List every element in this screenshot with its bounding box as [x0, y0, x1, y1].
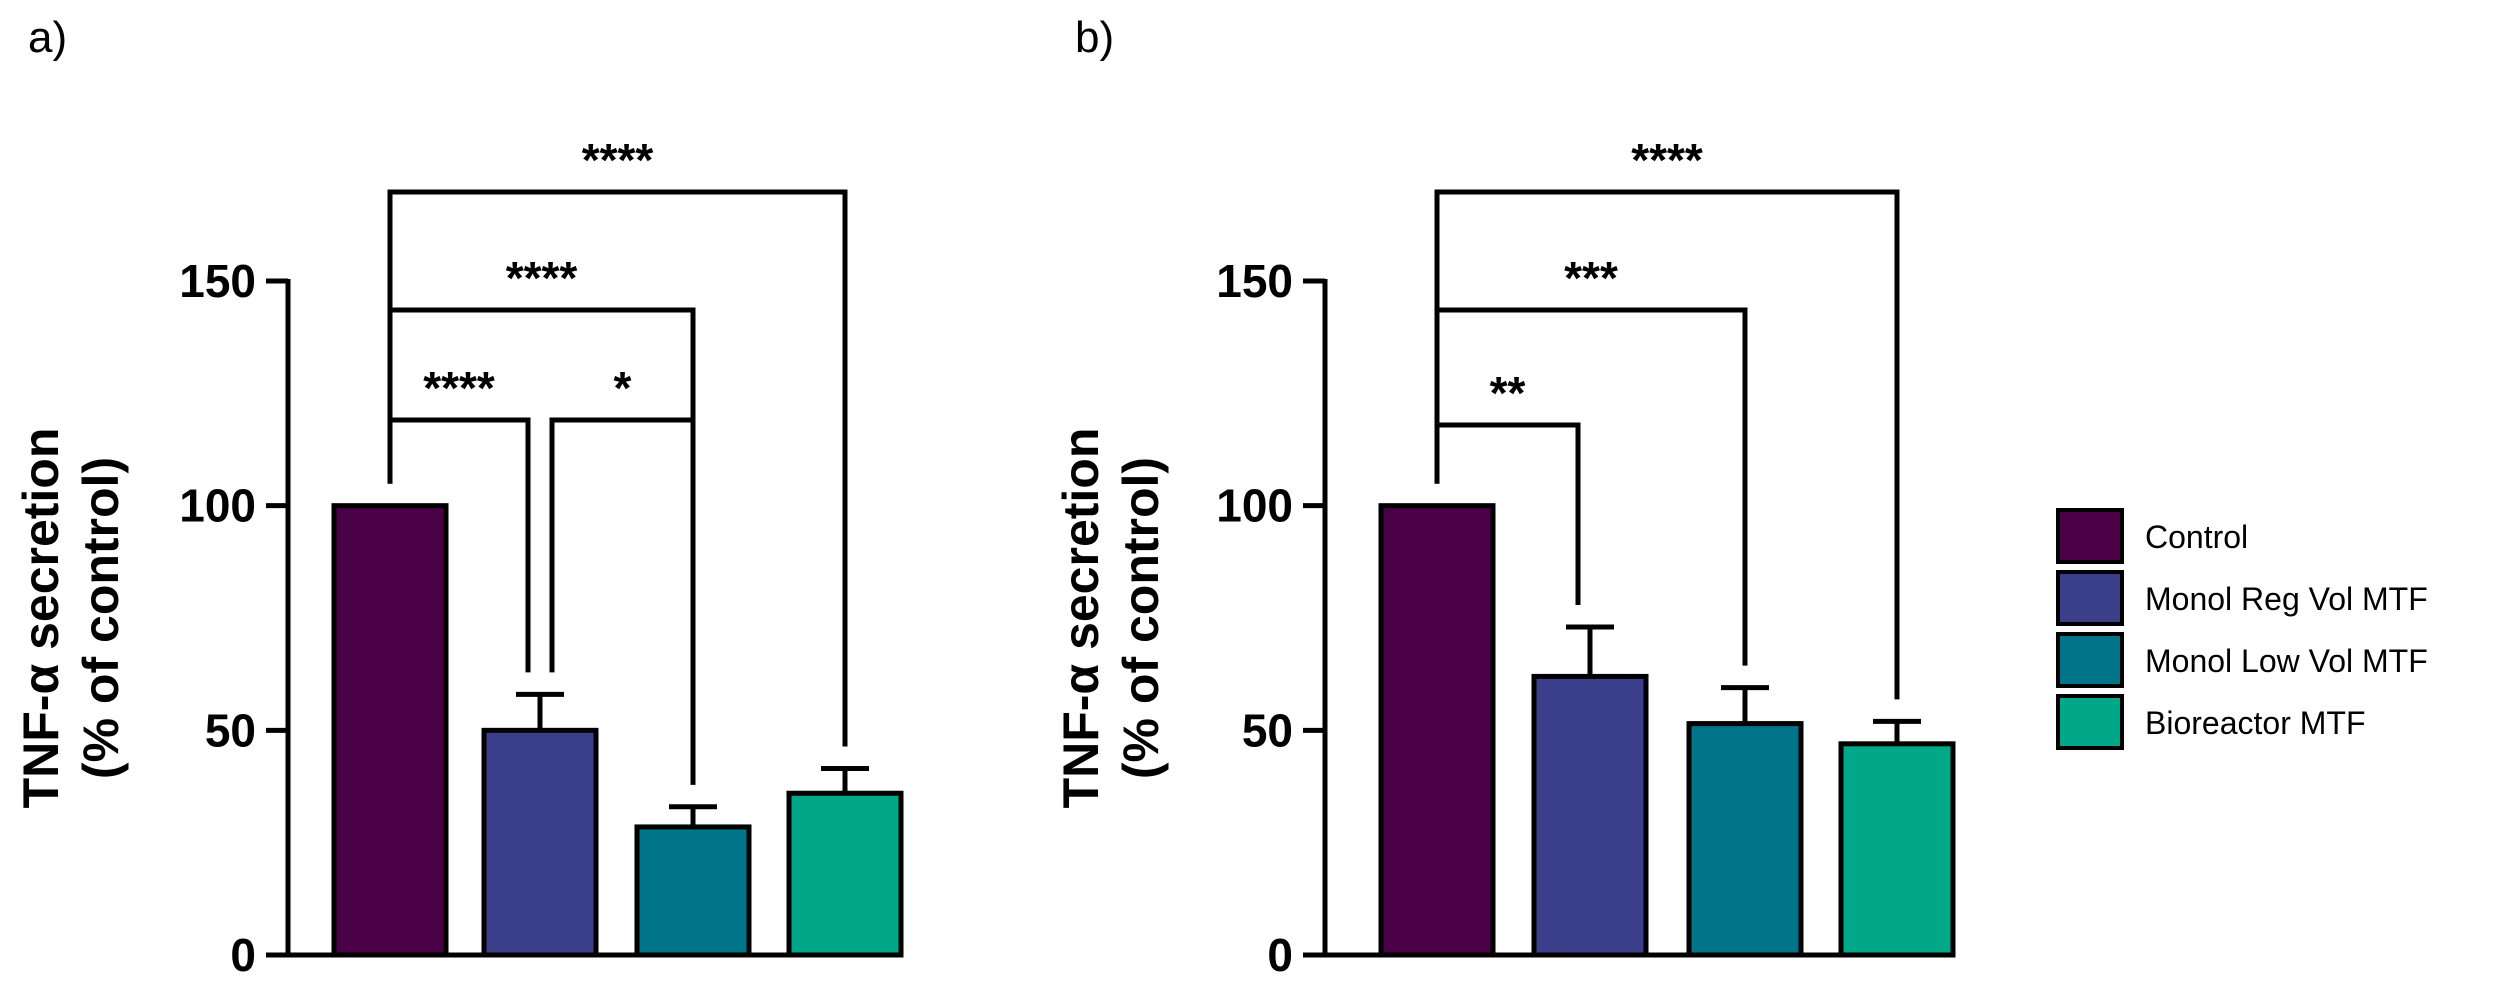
significance-label: **	[1490, 367, 1526, 419]
bar	[331, 503, 449, 958]
significance-label: ***	[1564, 252, 1618, 304]
y-tick-label: 0	[1267, 929, 1293, 981]
panel-b: b) TNF-α secretion (% of control) 0 50 100 150…	[1053, 13, 1956, 981]
y-tick-label: 0	[230, 929, 256, 981]
legend: Control Monol Reg Vol MTF Monol Low Vol MT…	[2056, 508, 2428, 750]
y-tick-label: 150	[1216, 255, 1293, 307]
legend-swatch	[2056, 694, 2124, 750]
significance-label: ****	[506, 252, 578, 304]
legend-label: Monol Reg Vol MTF	[2145, 581, 2428, 617]
panel-a: a) TNF-α secretion (% of control) 0 50 100 150…	[13, 13, 904, 981]
bar	[1378, 503, 1496, 958]
y-tick-label: 150	[179, 255, 256, 307]
legend-swatch	[2056, 632, 2124, 688]
y-axis-label-line1: TNF-α secretion	[1053, 428, 1109, 809]
y-tick-label: 100	[1216, 480, 1293, 532]
significance-label: ****	[1631, 134, 1703, 186]
legend-label: Control	[2145, 519, 2248, 555]
significance-label: *	[614, 362, 632, 414]
bar	[634, 824, 752, 958]
significance-bracket	[387, 189, 848, 747]
panel-label: b)	[1075, 13, 1114, 62]
legend-label: Monol Low Vol MTF	[2145, 643, 2428, 679]
y-tick-label: 100	[179, 480, 256, 532]
significance-label: ****	[423, 362, 495, 414]
y-axis-label-line2: (% of control)	[1113, 457, 1169, 779]
legend-swatch	[2056, 508, 2124, 564]
bar	[1838, 741, 1956, 958]
y-tick-label: 50	[205, 704, 256, 756]
significance-bracket	[1434, 189, 1900, 700]
y-axis-label-line2: (% of control)	[73, 457, 129, 779]
y-axis-label-line1: TNF-α secretion	[13, 428, 69, 809]
panel-label: a)	[28, 13, 67, 62]
legend-label: Bioreactor MTF	[2145, 705, 2365, 741]
significance-label: ****	[582, 134, 654, 186]
bar	[481, 727, 599, 958]
bar	[786, 790, 904, 958]
bar	[1531, 673, 1649, 958]
y-tick-label: 50	[1242, 704, 1293, 756]
legend-swatch	[2056, 570, 2124, 626]
bar	[1686, 721, 1804, 958]
